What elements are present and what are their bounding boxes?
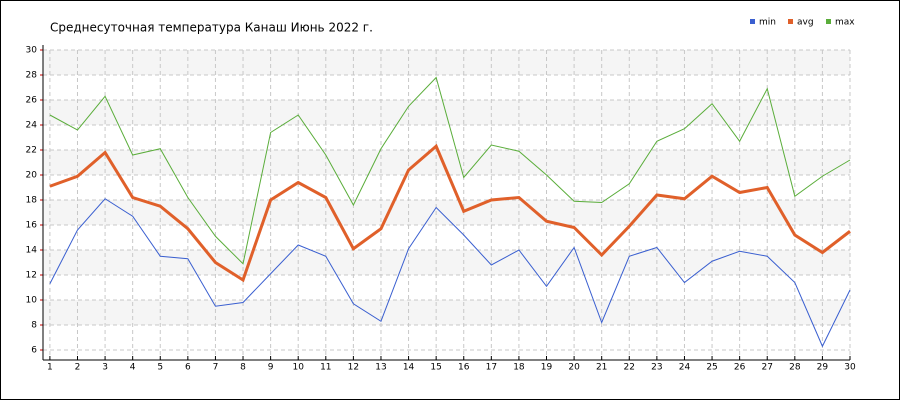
- y-tick-label: 28: [26, 71, 38, 81]
- x-tick-label: 15: [430, 363, 441, 373]
- x-tick-label: 10: [292, 363, 304, 373]
- legend-label: max: [835, 18, 855, 28]
- x-tick-label: 4: [130, 363, 136, 373]
- grid-band: [43, 200, 850, 225]
- y-tick-label: 12: [26, 271, 37, 281]
- y-tick-label: 16: [26, 221, 38, 231]
- x-tick-label: 5: [157, 363, 163, 373]
- x-tick-label: 12: [348, 363, 359, 373]
- x-tick-label: 3: [102, 363, 108, 373]
- line-series: [49, 198, 851, 348]
- x-tick-label: 11: [320, 363, 331, 373]
- y-tick-label: 22: [26, 146, 37, 156]
- x-tick-label: 14: [403, 363, 415, 373]
- x-tick-label: 2: [75, 363, 81, 373]
- grid-band: [43, 300, 850, 325]
- legend-swatch: [826, 19, 831, 24]
- chart-title: Среднесуточная температура Канаш Июнь 20…: [50, 21, 373, 35]
- grid-band: [43, 50, 850, 75]
- grid-band: [43, 100, 850, 125]
- y-tick-label: 26: [26, 96, 38, 106]
- x-tick-label: 16: [458, 363, 470, 373]
- x-tick-label: 30: [844, 363, 856, 373]
- x-tick-label: 27: [762, 363, 773, 373]
- x-tick-label: 20: [568, 363, 580, 373]
- x-tick-label: 23: [651, 363, 662, 373]
- x-tick-label: 25: [706, 363, 717, 373]
- line-series: [49, 76, 851, 265]
- x-tick-label: 22: [624, 363, 635, 373]
- y-tick-label: 20: [26, 171, 38, 181]
- y-tick-label: 8: [31, 321, 37, 331]
- x-tick-label: 29: [817, 363, 829, 373]
- x-tick-label: 21: [596, 363, 607, 373]
- legend-swatch: [750, 19, 755, 24]
- x-tick-label: 28: [789, 363, 801, 373]
- x-tick-label: 13: [375, 363, 386, 373]
- y-tick-label: 10: [26, 296, 38, 306]
- x-tick-label: 6: [185, 363, 191, 373]
- legend-label: min: [759, 18, 776, 28]
- x-tick-label: 17: [486, 363, 497, 373]
- legend-label: avg: [797, 18, 814, 28]
- y-tick-label: 6: [31, 346, 37, 356]
- x-tick-label: 19: [541, 363, 553, 373]
- y-tick-label: 14: [26, 246, 38, 256]
- x-tick-label: 18: [513, 363, 525, 373]
- x-tick-label: 26: [734, 363, 746, 373]
- x-tick-label: 9: [268, 363, 274, 373]
- legend-swatch: [788, 19, 793, 24]
- x-tick-label: 7: [213, 363, 219, 373]
- y-tick-label: 24: [26, 121, 38, 131]
- line-series: [49, 143, 851, 283]
- x-tick-label: 1: [47, 363, 53, 373]
- x-tick-label: 8: [240, 363, 246, 373]
- y-tick-label: 30: [26, 46, 38, 56]
- x-tick-label: 24: [679, 363, 691, 373]
- y-tick-label: 18: [26, 196, 38, 206]
- grid-band: [43, 250, 850, 275]
